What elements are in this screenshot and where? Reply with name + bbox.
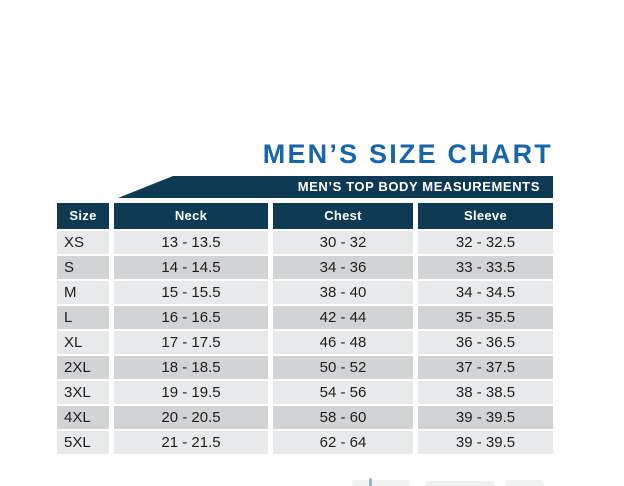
neck-cell: 16 - 16.5 [114,306,268,329]
table-row-m: M 15 - 15.5 38 - 40 34 - 34.5 [57,281,553,304]
size-cell: 2XL [57,356,109,379]
chest-cell: 54 - 56 [273,381,413,404]
chest-cell: 58 - 60 [273,406,413,429]
table-body: XS 13 - 13.5 30 - 32 32 - 32.5 S 14 - 14… [57,231,553,456]
size-cell: 5XL [57,431,109,454]
sleeve-cell: 34 - 34.5 [418,281,553,304]
neck-cell: 19 - 19.5 [114,381,268,404]
table-banner-ribbon: MEN’S TOP BODY MEASUREMENTS [118,176,553,198]
sleeve-cell: 39 - 39.5 [418,431,553,454]
banner-label: MEN’S TOP BODY MEASUREMENTS [297,179,540,194]
size-cell: 4XL [57,406,109,429]
neck-cell: 14 - 14.5 [114,256,268,279]
column-header-chest: Chest [273,203,413,229]
column-header-size: Size [57,203,109,229]
size-cell: M [57,281,109,304]
chest-cell: 42 - 44 [273,306,413,329]
chest-cell: 46 - 48 [273,331,413,354]
sleeve-cell: 33 - 33.5 [418,256,553,279]
table-row-2xl: 2XL 18 - 18.5 50 - 52 37 - 37.5 [57,356,553,379]
cutoff-smudge [426,481,494,486]
column-header-sleeve: Sleeve [418,203,553,229]
cutoff-mark [369,478,372,486]
size-cell: XS [57,231,109,254]
table-row-3xl: 3XL 19 - 19.5 54 - 56 38 - 38.5 [57,381,553,404]
sleeve-cell: 37 - 37.5 [418,356,553,379]
table-row-s: S 14 - 14.5 34 - 36 33 - 33.5 [57,256,553,279]
size-cell: 3XL [57,381,109,404]
table-row-xs: XS 13 - 13.5 30 - 32 32 - 32.5 [57,231,553,254]
neck-cell: 13 - 13.5 [114,231,268,254]
cutoff-content-below [340,477,550,486]
table-row-5xl: 5XL 21 - 21.5 62 - 64 39 - 39.5 [57,431,553,454]
sleeve-cell: 35 - 35.5 [418,306,553,329]
cutoff-smudge [352,480,410,486]
chest-cell: 34 - 36 [273,256,413,279]
neck-cell: 21 - 21.5 [114,431,268,454]
sleeve-cell: 36 - 36.5 [418,331,553,354]
neck-cell: 15 - 15.5 [114,281,268,304]
sleeve-cell: 38 - 38.5 [418,381,553,404]
table-header-row: Size Neck Chest Sleeve [57,203,553,229]
chest-cell: 38 - 40 [273,281,413,304]
sleeve-cell: 32 - 32.5 [418,231,553,254]
table-row-l: L 16 - 16.5 42 - 44 35 - 35.5 [57,306,553,329]
neck-cell: 18 - 18.5 [114,356,268,379]
chest-cell: 50 - 52 [273,356,413,379]
size-cell: L [57,306,109,329]
sleeve-cell: 39 - 39.5 [418,406,553,429]
neck-cell: 17 - 17.5 [114,331,268,354]
size-cell: S [57,256,109,279]
chest-cell: 62 - 64 [273,431,413,454]
size-cell: XL [57,331,109,354]
page-title: MEN’S SIZE CHART [262,139,553,169]
chest-cell: 30 - 32 [273,231,413,254]
table-row-4xl: 4XL 20 - 20.5 58 - 60 39 - 39.5 [57,406,553,429]
table-row-xl: XL 17 - 17.5 46 - 48 36 - 36.5 [57,331,553,354]
column-header-neck: Neck [114,203,268,229]
neck-cell: 20 - 20.5 [114,406,268,429]
cutoff-smudge [506,480,544,486]
